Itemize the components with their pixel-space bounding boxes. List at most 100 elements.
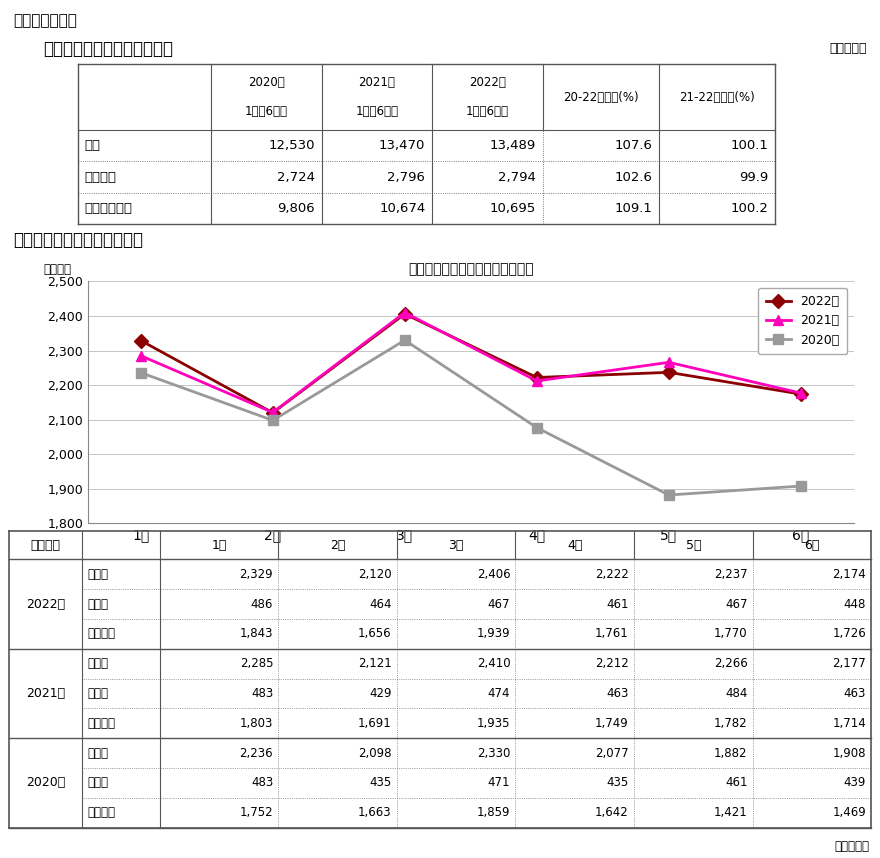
Text: 単位：千秒: 単位：千秒	[834, 840, 869, 853]
Text: 474: 474	[488, 687, 510, 700]
Text: スポットＣＭ: スポットＣＭ	[84, 202, 133, 214]
Text: 1,752: 1,752	[239, 807, 273, 819]
Text: 2,237: 2,237	[714, 568, 747, 581]
2020年	[268, 415, 278, 426]
Text: スポット: スポット	[87, 627, 115, 640]
Text: 486: 486	[251, 598, 273, 611]
Text: 2,098: 2,098	[358, 746, 392, 759]
Text: 2,285: 2,285	[239, 657, 273, 670]
Text: 1月～6月計: 1月～6月計	[356, 106, 399, 118]
Text: 1月: 1月	[211, 539, 227, 552]
Text: 10,695: 10,695	[489, 202, 536, 214]
Text: 1月～6月計: 1月～6月計	[246, 106, 288, 118]
Text: 1,939: 1,939	[477, 627, 510, 640]
Text: 2020年: 2020年	[26, 776, 65, 789]
Text: 1,726: 1,726	[832, 627, 866, 640]
Text: 1,749: 1,749	[595, 717, 629, 730]
Text: 単位：千秒: 単位：千秒	[829, 42, 867, 56]
2021年	[796, 388, 806, 398]
Text: 1,859: 1,859	[477, 807, 510, 819]
Text: 109.1: 109.1	[614, 202, 652, 214]
Text: 2,410: 2,410	[477, 657, 510, 670]
Text: 1,642: 1,642	[595, 807, 629, 819]
Text: 1,782: 1,782	[714, 717, 747, 730]
2021年	[664, 357, 674, 367]
Text: 2,406: 2,406	[477, 568, 510, 581]
Text: 2022年: 2022年	[26, 598, 65, 611]
Text: 1,421: 1,421	[714, 807, 747, 819]
Text: 435: 435	[606, 776, 629, 789]
2022年	[268, 408, 278, 418]
Text: 464: 464	[370, 598, 392, 611]
Text: 2022年: 2022年	[469, 76, 506, 89]
Text: 100.2: 100.2	[730, 202, 768, 214]
Text: 1,770: 1,770	[714, 627, 747, 640]
Text: 483: 483	[251, 687, 273, 700]
Text: 1,714: 1,714	[832, 717, 866, 730]
Text: 1,843: 1,843	[239, 627, 273, 640]
Text: 番　組: 番 組	[87, 687, 108, 700]
Text: 21-22同期比(%): 21-22同期比(%)	[679, 91, 755, 104]
Line: 2021年: 2021年	[136, 308, 806, 417]
Text: 20-22同期比(%): 20-22同期比(%)	[563, 91, 639, 104]
2022年	[136, 335, 146, 346]
Text: 関西地区: 関西地区	[31, 539, 61, 552]
Text: 1,803: 1,803	[239, 717, 273, 730]
Title: 関西地区＜番組＋スポットＣＭ＞: 関西地区＜番組＋スポットＣＭ＞	[408, 262, 533, 276]
Text: 102.6: 102.6	[614, 171, 652, 184]
2020年	[664, 490, 674, 500]
Line: 2022年: 2022年	[136, 309, 806, 418]
Text: 2,174: 2,174	[832, 568, 866, 581]
Text: 10,674: 10,674	[379, 202, 425, 214]
Text: 2,212: 2,212	[595, 657, 629, 670]
Text: 番組ＣＭ: 番組ＣＭ	[84, 171, 117, 184]
Text: 463: 463	[606, 687, 629, 700]
Text: 1,663: 1,663	[358, 807, 392, 819]
Text: 1月～6月計: 1月～6月計	[466, 106, 509, 118]
2021年	[136, 351, 146, 361]
Text: 435: 435	[370, 776, 392, 789]
Text: 6月: 6月	[804, 539, 819, 552]
Text: 12,530: 12,530	[268, 139, 315, 153]
2021年	[268, 408, 278, 418]
Text: 13,470: 13,470	[379, 139, 425, 153]
Text: 月別テレビＣＭ出稿量の推移: 月別テレビＣＭ出稿量の推移	[13, 231, 143, 249]
Legend: 2022年, 2021年, 2020年: 2022年, 2021年, 2020年	[758, 287, 847, 354]
2022年	[532, 372, 542, 383]
Text: 番　組: 番 組	[87, 776, 108, 789]
Text: 番　組: 番 組	[87, 598, 108, 611]
Text: 461: 461	[725, 776, 747, 789]
Text: 5月: 5月	[686, 539, 701, 552]
Text: 439: 439	[844, 776, 866, 789]
Text: 2020年: 2020年	[248, 76, 285, 89]
Text: 107.6: 107.6	[614, 139, 652, 153]
Text: 448: 448	[844, 598, 866, 611]
Text: 483: 483	[251, 776, 273, 789]
Text: 9,806: 9,806	[277, 202, 315, 214]
Text: 463: 463	[844, 687, 866, 700]
Text: 2,121: 2,121	[358, 657, 392, 670]
Text: 461: 461	[606, 598, 629, 611]
2022年	[400, 309, 410, 319]
Text: 3月: 3月	[449, 539, 464, 552]
Text: 2,222: 2,222	[595, 568, 629, 581]
2022年	[796, 389, 806, 399]
Text: 上期合計テレビＣＭ総出稿量: 上期合計テレビＣＭ総出稿量	[43, 40, 173, 57]
Text: 484: 484	[725, 687, 747, 700]
Text: 1,761: 1,761	[595, 627, 629, 640]
Text: 2月: 2月	[330, 539, 345, 552]
Text: 2,330: 2,330	[477, 746, 510, 759]
Text: 2,077: 2,077	[595, 746, 629, 759]
2021年	[400, 307, 410, 317]
Text: 99.9: 99.9	[739, 171, 768, 184]
Text: 2,177: 2,177	[832, 657, 866, 670]
2020年	[400, 335, 410, 345]
Text: 2,236: 2,236	[239, 746, 273, 759]
Text: 2,120: 2,120	[358, 568, 392, 581]
Text: 1,935: 1,935	[477, 717, 510, 730]
Text: 1,656: 1,656	[358, 627, 392, 640]
Text: 1,469: 1,469	[832, 807, 866, 819]
Text: 2,794: 2,794	[498, 171, 536, 184]
Text: 13,489: 13,489	[489, 139, 536, 153]
2022年	[664, 367, 674, 378]
